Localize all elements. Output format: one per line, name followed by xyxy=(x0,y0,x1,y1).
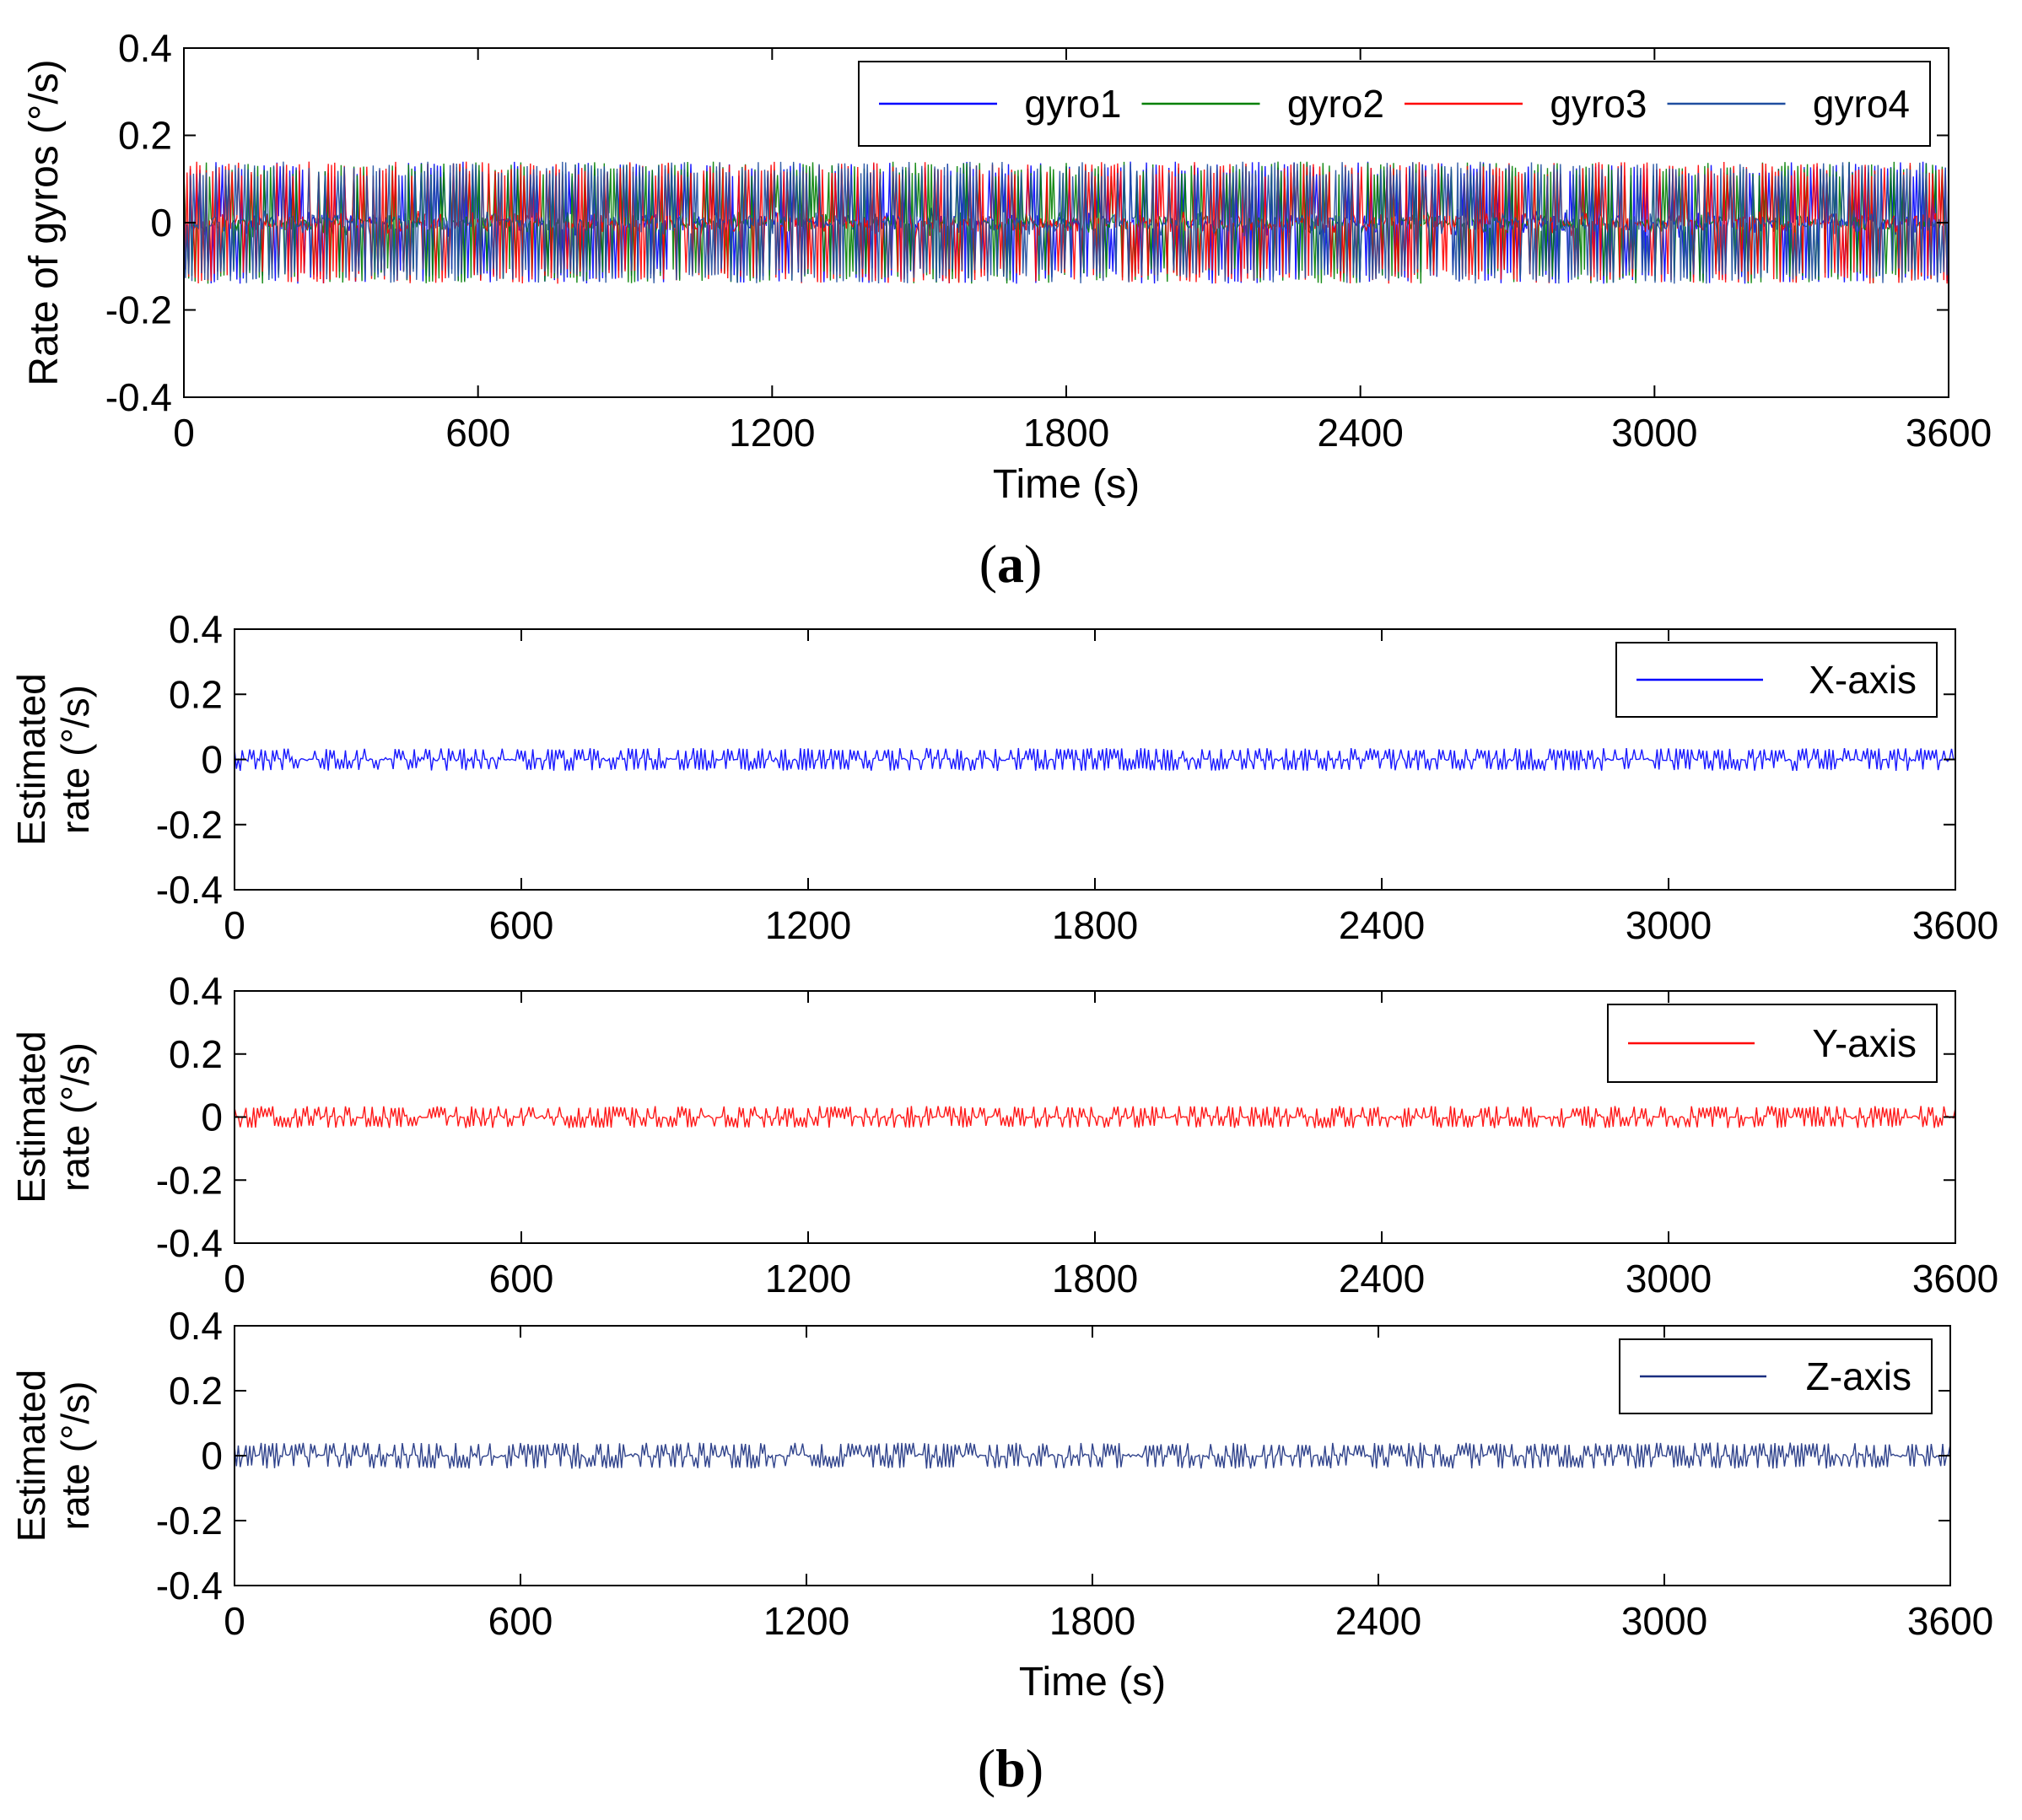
y-axis-label-b2-line-0: Estimated xyxy=(9,1031,53,1203)
y-tick-label-b3-4: -0.4 xyxy=(156,1564,223,1607)
x-tick-label-b2-1800: 1800 xyxy=(1052,1257,1138,1300)
x-tick-label-a-3600: 3600 xyxy=(1906,411,1992,455)
caption-a: (a) xyxy=(979,534,1043,594)
x-tick-label-b2-2400: 2400 xyxy=(1339,1257,1425,1300)
legend-b1: X-axis xyxy=(1615,642,1938,718)
y-tick-label-a-4: -0.4 xyxy=(105,375,172,419)
y-tick-label-b2-4: -0.4 xyxy=(156,1221,223,1265)
y-tick-label-a-1: 0.2 xyxy=(118,114,172,158)
caption-b: (b) xyxy=(978,1738,1043,1798)
caption-a-close: ) xyxy=(1024,534,1042,594)
y-tick-label-a-0: 0.4 xyxy=(118,26,172,70)
legend-b3: Z-axis xyxy=(1619,1338,1933,1414)
y-tick-label-b1-0: 0.4 xyxy=(169,607,223,651)
y-tick-label-a-2: 0 xyxy=(150,201,172,245)
x-tick-label-b3-2400: 2400 xyxy=(1335,1599,1421,1643)
series-group-b3 xyxy=(234,1442,1951,1469)
x-axis-label-b3: Time (s) xyxy=(1019,1660,1166,1704)
x-tick-label-b2-1200: 1200 xyxy=(765,1257,851,1300)
x-tick-label-a-3000: 3000 xyxy=(1611,411,1697,455)
y-axis-label-a: Rate of gyros (°/s) xyxy=(22,59,67,385)
chart-b2: 0 600 1200 1800 2400 3000 3600 0.4 0.2 0 -0.2 -0.4 E… xyxy=(9,969,1998,1300)
y-axis-label-b1-line-0: Estimated xyxy=(9,673,53,846)
chart-a: 0 600 1200 1800 2400 3000 3600 0.4 0.2 0 -0.2 -0.4 R… xyxy=(22,26,1992,507)
y-tick-label-a-3: -0.2 xyxy=(105,288,172,332)
series-group-a xyxy=(183,161,1949,284)
x-tick-label-a-600: 600 xyxy=(445,411,510,455)
caption-a-open: ( xyxy=(979,534,997,594)
y-axis-label-b3-line-0: Estimated xyxy=(9,1370,53,1543)
y-tick-label-b3-1: 0.2 xyxy=(169,1369,223,1413)
x-tick-label-b3-3000: 3000 xyxy=(1621,1599,1707,1643)
legend-label-x-axis: X-axis xyxy=(1809,658,1917,702)
y-tick-label-b3-0: 0.4 xyxy=(169,1304,223,1348)
x-tick-label-a-1200: 1200 xyxy=(729,411,815,455)
x-tick-label-b3-600: 600 xyxy=(488,1599,553,1643)
x-tick-label-b2-0: 0 xyxy=(224,1257,245,1300)
x-tick-label-b2-3600: 3600 xyxy=(1912,1257,1998,1300)
legend-label-y-axis: Y-axis xyxy=(1812,1021,1917,1065)
series-group-b1 xyxy=(234,747,1956,772)
caption-b-open: ( xyxy=(978,1738,995,1798)
caption-b-close: ) xyxy=(1026,1738,1043,1798)
caption-a-letter: a xyxy=(997,534,1024,594)
legend-label-gyro4: gyro4 xyxy=(1813,82,1910,126)
x-tick-label-b3-3600: 3600 xyxy=(1907,1599,1993,1643)
legend-b2: Y-axis xyxy=(1607,1004,1938,1083)
y-tick-label-b1-2: 0 xyxy=(201,738,223,782)
y-axis-label-b3-line-1: rate (°/s) xyxy=(53,1381,97,1531)
legend-label-gyro1: gyro1 xyxy=(1024,82,1121,126)
x-tick-label-b2-600: 600 xyxy=(489,1257,554,1300)
series-line-gyro4 xyxy=(183,161,1949,284)
chart-b3: 0 600 1200 1800 2400 3000 3600 0.4 0.2 0 -0.2 -0.4 E… xyxy=(9,1304,1993,1704)
x-tick-label-b2-3000: 3000 xyxy=(1626,1257,1712,1300)
x-tick-label-a-0: 0 xyxy=(173,411,195,455)
y-tick-label-b3-3: -0.2 xyxy=(156,1499,223,1543)
series-line-y-axis xyxy=(234,1106,1956,1128)
x-tick-label-b1-0: 0 xyxy=(224,903,245,947)
x-tick-label-b1-3000: 3000 xyxy=(1626,903,1712,947)
legend-label-z-axis: Z-axis xyxy=(1806,1354,1911,1398)
x-tick-label-b3-0: 0 xyxy=(224,1599,245,1643)
x-tick-label-b1-3600: 3600 xyxy=(1912,903,1998,947)
legend-label-gyro3: gyro3 xyxy=(1550,82,1647,126)
y-axis-label-b2-line-1: rate (°/s) xyxy=(53,1042,97,1192)
y-tick-label-b1-3: -0.2 xyxy=(156,803,223,847)
x-tick-label-b3-1800: 1800 xyxy=(1049,1599,1135,1643)
y-tick-label-b2-3: -0.2 xyxy=(156,1158,223,1202)
y-tick-label-b1-4: -0.4 xyxy=(156,868,223,912)
series-line-z-axis xyxy=(234,1442,1951,1469)
x-tick-label-a-2400: 2400 xyxy=(1317,411,1403,455)
y-axis-label-b1-line-1: rate (°/s) xyxy=(53,685,97,834)
x-tick-label-a-1800: 1800 xyxy=(1023,411,1109,455)
y-tick-label-b3-2: 0 xyxy=(201,1434,223,1478)
series-group-b2 xyxy=(234,1106,1956,1128)
x-tick-label-b1-2400: 2400 xyxy=(1339,903,1425,947)
x-tick-label-b3-1200: 1200 xyxy=(763,1599,849,1643)
y-tick-label-b1-1: 0.2 xyxy=(169,672,223,716)
y-tick-label-b2-0: 0.4 xyxy=(169,969,223,1013)
legend-a: gyro1 gyro2 gyro3 gyro4 xyxy=(858,61,1931,147)
x-axis-label-a: Time (s) xyxy=(993,462,1140,507)
chart-b1: 0 600 1200 1800 2400 3000 3600 0.4 0.2 0 -0.2 -0.4 E… xyxy=(9,607,1998,947)
series-line-x-axis xyxy=(234,747,1956,772)
caption-b-letter: b xyxy=(995,1738,1026,1798)
x-tick-label-b1-1800: 1800 xyxy=(1052,903,1138,947)
legend-label-gyro2: gyro2 xyxy=(1287,82,1384,126)
x-tick-label-b1-1200: 1200 xyxy=(765,903,851,947)
panels: 0 600 1200 1800 2400 3000 3600 0.4 0.2 0 -0.2 -0.4 R… xyxy=(9,26,1998,1704)
y-tick-label-b2-2: 0 xyxy=(201,1096,223,1139)
y-tick-label-b2-1: 0.2 xyxy=(169,1032,223,1076)
x-tick-label-b1-600: 600 xyxy=(489,903,554,947)
